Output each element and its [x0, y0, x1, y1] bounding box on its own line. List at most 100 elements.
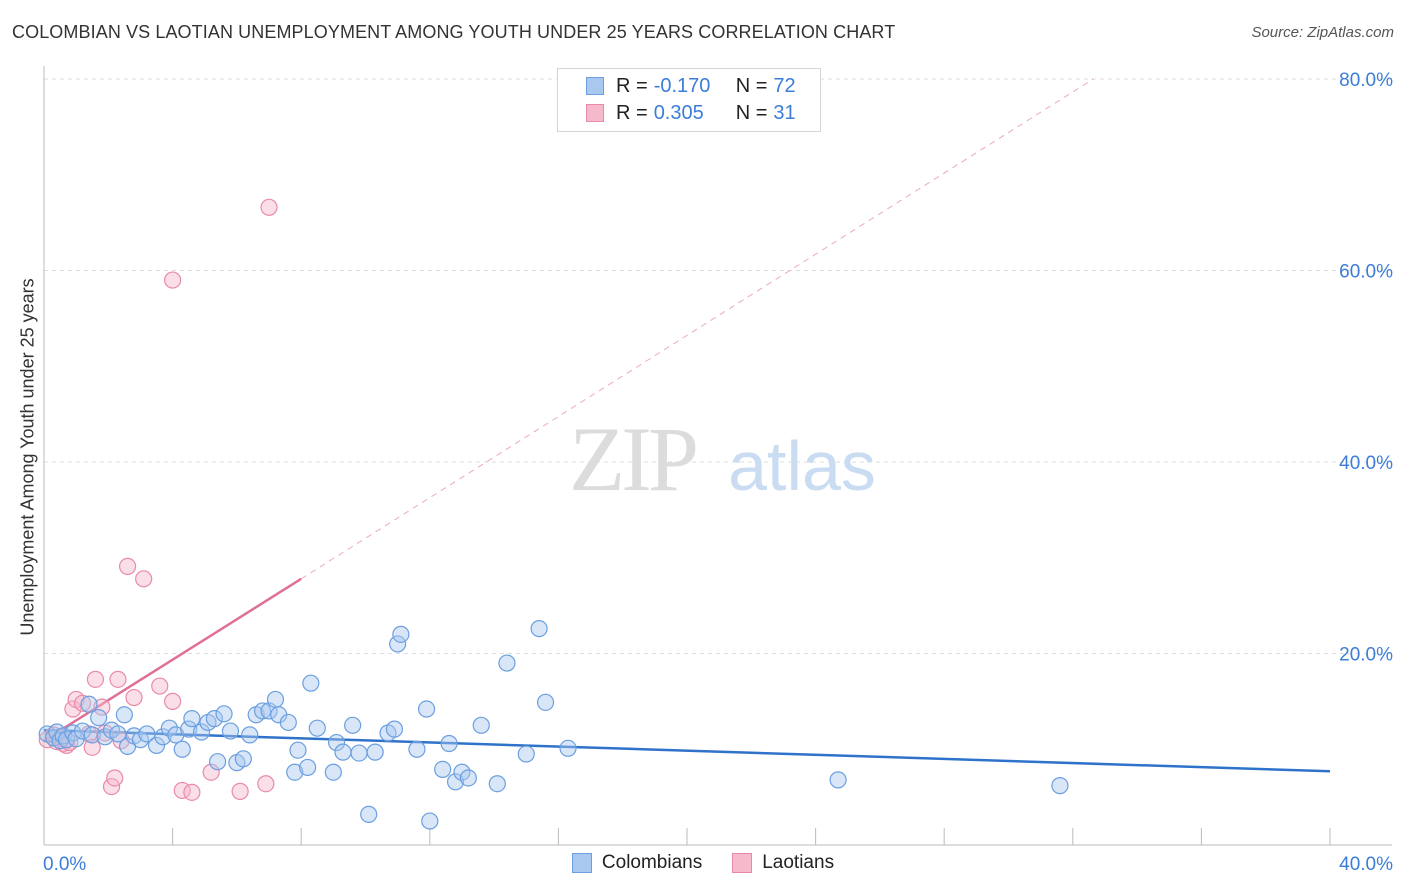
y-tick-label: 60.0% — [1339, 262, 1393, 283]
colombians-point — [366, 743, 384, 761]
colombians-point — [205, 710, 223, 728]
colombians-points — [38, 620, 1069, 830]
n-value: 31 — [773, 101, 796, 124]
colombians-point — [266, 690, 285, 709]
laotians-point — [260, 198, 278, 216]
laotians-point — [125, 688, 143, 707]
colombians-point — [234, 750, 252, 768]
colombians-point — [192, 723, 211, 741]
r-value: -0.170 — [653, 74, 711, 97]
colombians-point — [434, 760, 452, 778]
colombians-point — [90, 709, 108, 727]
colombians-point — [360, 805, 378, 823]
laotians-trend-extension — [300, 78, 1094, 580]
legend-item-colombians[interactable]: Colombians — [571, 852, 703, 874]
watermark-atlas: atlas — [728, 427, 876, 505]
colombians-point — [80, 695, 98, 713]
colombians-point — [286, 763, 304, 781]
laotians-point — [257, 775, 275, 793]
colombians-point — [417, 700, 436, 718]
laotians-point — [86, 670, 105, 688]
laotians-point — [183, 783, 201, 801]
colombians-point — [147, 736, 166, 755]
colombians-point — [408, 740, 426, 758]
watermark-zip: ZIP — [569, 408, 696, 510]
colombians-point — [173, 740, 191, 758]
stats-legend: R = -0.170 N = 72 R = 0.305 N = 31 — [557, 68, 821, 132]
chart-title: COLOMBIAN VS LAOTIAN UNEMPLOYMENT AMONG … — [12, 22, 896, 42]
colombians-point — [344, 716, 362, 734]
colombians-point — [279, 713, 297, 732]
colombians-legend-swatch — [571, 853, 592, 873]
laotians-swatch — [586, 104, 604, 122]
y-tick-label: 80.0% — [1339, 70, 1393, 91]
laotians-point — [93, 698, 111, 716]
colombians-point — [389, 635, 407, 653]
colombians-point — [488, 775, 506, 793]
laotians-point — [164, 692, 182, 710]
colombians-swatch — [586, 77, 604, 95]
x-tick-label: 0.0% — [43, 854, 86, 875]
colombians-point — [829, 771, 847, 789]
legend-row-laotians: R = 0.305 N = 31 — [586, 100, 796, 126]
colombians-point — [446, 773, 465, 791]
colombians-point — [350, 744, 368, 762]
colombians-point — [421, 812, 439, 830]
legend-row-colombians: R = -0.170 N = 72 — [586, 73, 796, 99]
colombians-point — [385, 720, 404, 738]
legend-item-laotians[interactable]: Laotians — [732, 852, 834, 874]
laotians-trend-line — [43, 577, 302, 742]
watermark: ZIP atlas — [569, 408, 876, 510]
colombians-point — [392, 625, 410, 643]
y-axis-label: Unemployment Among Youth under 25 years — [17, 278, 38, 636]
colombians-point — [517, 745, 535, 763]
colombians-point — [459, 769, 477, 787]
source-label: Source: ZipAtlas.com — [1251, 24, 1394, 41]
colombians-point — [215, 705, 233, 723]
colombians-legend-label: Colombians — [601, 852, 703, 873]
laotians-point — [73, 694, 92, 712]
laotians-point — [64, 700, 82, 718]
r-value: 0.305 — [653, 101, 704, 124]
laotians-point — [164, 271, 182, 289]
colombians-point — [154, 728, 172, 746]
colombians-point — [131, 731, 150, 749]
n-value: 72 — [773, 74, 796, 97]
colombians-point — [308, 719, 326, 737]
colombians-point — [180, 720, 198, 738]
laotians-point — [83, 738, 101, 756]
colombians-point — [302, 674, 320, 692]
colombians-point — [299, 758, 317, 777]
series-legend: Colombians Laotians — [0, 852, 1406, 874]
y-tick-label: 20.0% — [1339, 645, 1393, 666]
colombians-point — [334, 743, 352, 761]
laotians-point — [106, 769, 124, 787]
colombians-point — [289, 741, 307, 759]
colombians-point — [115, 706, 133, 724]
laotians-point — [118, 557, 137, 575]
laotians-point — [109, 670, 127, 688]
colombians-point — [440, 734, 458, 753]
colombians-point — [530, 620, 548, 638]
colombians-point — [73, 722, 92, 740]
laotians-point — [151, 677, 169, 695]
colombians-point — [209, 753, 227, 771]
colombians-point — [83, 726, 101, 744]
tick-labels: 20.0% 40.0% 60.0% 80.0% 0.0% 40.0% — [43, 70, 1393, 875]
laotians-point — [135, 570, 153, 588]
laotians-points — [38, 198, 278, 801]
colombians-point — [453, 763, 471, 781]
axes — [43, 66, 1392, 846]
colombians-point — [241, 726, 259, 744]
colombians-point — [160, 719, 178, 737]
laotians-point — [231, 782, 249, 800]
laotians-point — [202, 763, 220, 781]
grid-lines — [44, 78, 1392, 654]
y-tick-label: 40.0% — [1339, 453, 1393, 474]
colombians-point — [559, 739, 577, 757]
colombians-point — [1051, 777, 1069, 795]
r-label: R = — [616, 101, 648, 124]
r-label: R = — [616, 74, 648, 97]
colombians-point — [472, 716, 490, 734]
colombians-point — [324, 763, 342, 781]
